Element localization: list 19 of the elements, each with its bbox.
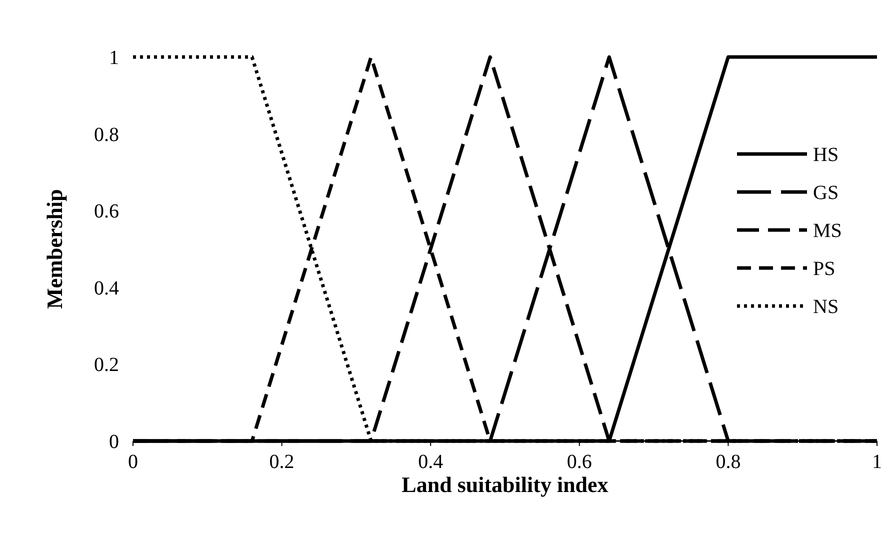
legend-label: MS (813, 220, 842, 242)
y-tick-label: 0.8 (94, 124, 119, 146)
y-tick-label: 0.2 (94, 354, 119, 376)
x-tick-label: 0.6 (566, 451, 592, 473)
x-tick-label: 0 (128, 451, 138, 473)
legend-label: HS (813, 144, 839, 166)
x-tick-label: 1 (872, 451, 882, 473)
legend-label: NS (813, 296, 839, 318)
x-tick-label: 0.4 (418, 451, 444, 473)
y-tick-label: 0.6 (94, 200, 119, 223)
x-tick-label: 0.8 (716, 451, 741, 473)
x-tick-label: 0.2 (269, 451, 294, 473)
legend-label: PS (813, 258, 836, 280)
x-axis-title: Land suitability index (402, 472, 608, 497)
legend-label: GS (813, 182, 839, 204)
y-axis-title: Membership (42, 189, 67, 309)
y-tick-label: 0.4 (94, 277, 119, 300)
y-tick-label: 0 (109, 431, 119, 453)
y-tick-label: 1 (109, 47, 119, 69)
